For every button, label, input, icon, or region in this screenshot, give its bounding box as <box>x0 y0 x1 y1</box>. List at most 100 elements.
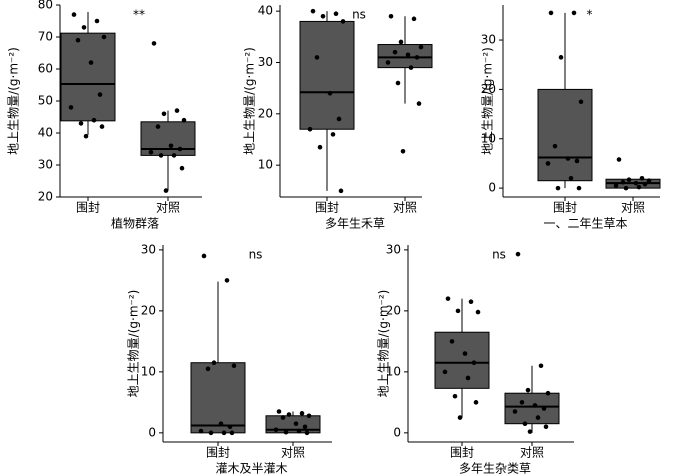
y-tick-label: 80 <box>38 0 53 12</box>
data-point <box>414 55 420 60</box>
data-point <box>613 183 619 188</box>
data-point <box>296 428 302 434</box>
data-point <box>445 296 451 301</box>
data-point <box>543 424 549 430</box>
data-point <box>283 429 289 435</box>
data-point <box>416 101 422 106</box>
data-point <box>471 360 477 366</box>
significance: ns <box>249 248 263 262</box>
data-point <box>552 143 558 149</box>
data-point <box>398 39 404 45</box>
data-point <box>452 393 458 399</box>
data-point <box>221 430 227 436</box>
data-point <box>314 55 320 60</box>
data-point <box>177 146 183 152</box>
data-point <box>340 19 346 24</box>
data-point <box>465 375 471 381</box>
data-point <box>171 153 177 158</box>
data-point <box>555 185 561 191</box>
x-tick-label: 对照 <box>156 201 180 215</box>
data-point <box>99 124 105 129</box>
data-point <box>81 25 87 30</box>
data-point <box>208 430 214 436</box>
data-point <box>224 278 230 283</box>
data-point <box>558 55 564 60</box>
y-tick-label: 30 <box>38 158 53 172</box>
data-point <box>163 188 169 193</box>
x-tick-label: 围封 <box>206 446 230 460</box>
data-point <box>392 49 398 55</box>
data-point <box>548 10 554 16</box>
data-point <box>168 143 174 149</box>
data-point <box>302 424 308 430</box>
y-tick-label: 30 <box>141 242 156 256</box>
box <box>537 88 593 182</box>
data-point <box>276 409 282 414</box>
box <box>299 20 355 130</box>
data-point <box>620 179 626 185</box>
data-point <box>576 185 582 191</box>
box <box>140 121 196 156</box>
data-point <box>91 117 97 123</box>
x-axis-label: 多年生禾草 <box>325 217 385 231</box>
data-point <box>320 13 326 19</box>
data-point <box>455 308 461 314</box>
box <box>377 44 433 69</box>
data-point <box>468 299 474 305</box>
data-point <box>75 37 81 43</box>
y-axis-label: 地上生物量/(g·m⁻²) <box>243 47 257 155</box>
data-point <box>565 156 571 161</box>
y-tick-label: 10 <box>141 364 156 378</box>
box <box>190 362 246 434</box>
data-point <box>515 251 521 257</box>
data-point <box>299 411 305 416</box>
y-tick-label: 70 <box>38 30 53 44</box>
data-point <box>639 175 645 181</box>
y-tick-label: 60 <box>38 62 53 76</box>
data-point <box>538 363 544 369</box>
data-point <box>280 415 286 420</box>
x-tick-label: 对照 <box>281 446 305 460</box>
x-tick-label: 围封 <box>450 446 474 460</box>
data-point <box>568 175 574 181</box>
x-axis-label: 多年生杂类草 <box>459 462 531 476</box>
data-point <box>148 149 154 155</box>
data-point <box>385 60 391 65</box>
data-point <box>545 161 551 166</box>
y-tick-label: 20 <box>258 106 273 120</box>
data-point <box>333 11 339 17</box>
significance: * <box>587 8 593 22</box>
data-point <box>68 105 74 110</box>
y-axis-label: 地上生物量/(g·m⁻²) <box>377 290 391 398</box>
data-point <box>273 427 279 433</box>
y-tick-label: 50 <box>38 94 53 108</box>
y-tick-label: 20 <box>481 82 496 96</box>
data-point <box>205 366 211 372</box>
data-point <box>623 185 629 191</box>
y-axis-label: 地上生物量/(g·m⁻²) <box>481 47 495 155</box>
data-point <box>512 409 518 414</box>
data-point <box>616 157 622 162</box>
data-point <box>535 415 541 420</box>
data-point <box>473 400 479 405</box>
data-point <box>330 132 336 137</box>
data-point <box>211 360 217 366</box>
data-point <box>633 180 639 186</box>
data-point <box>218 421 224 427</box>
x-tick-label: 围封 <box>76 201 100 215</box>
data-point <box>457 415 463 420</box>
data-point <box>462 351 468 356</box>
data-point <box>327 90 333 96</box>
y-tick-label: 20 <box>141 303 156 317</box>
x-tick-label: 对照 <box>520 446 544 460</box>
y-tick-label: 10 <box>386 364 401 378</box>
data-point <box>306 413 312 419</box>
data-point <box>304 430 310 436</box>
data-point <box>227 424 233 430</box>
y-tick-label: 40 <box>258 4 273 18</box>
y-axis-label: 地上生物量/(g·m⁻²) <box>7 47 21 155</box>
data-point <box>475 309 481 315</box>
data-point <box>405 52 411 58</box>
data-point <box>181 117 187 123</box>
